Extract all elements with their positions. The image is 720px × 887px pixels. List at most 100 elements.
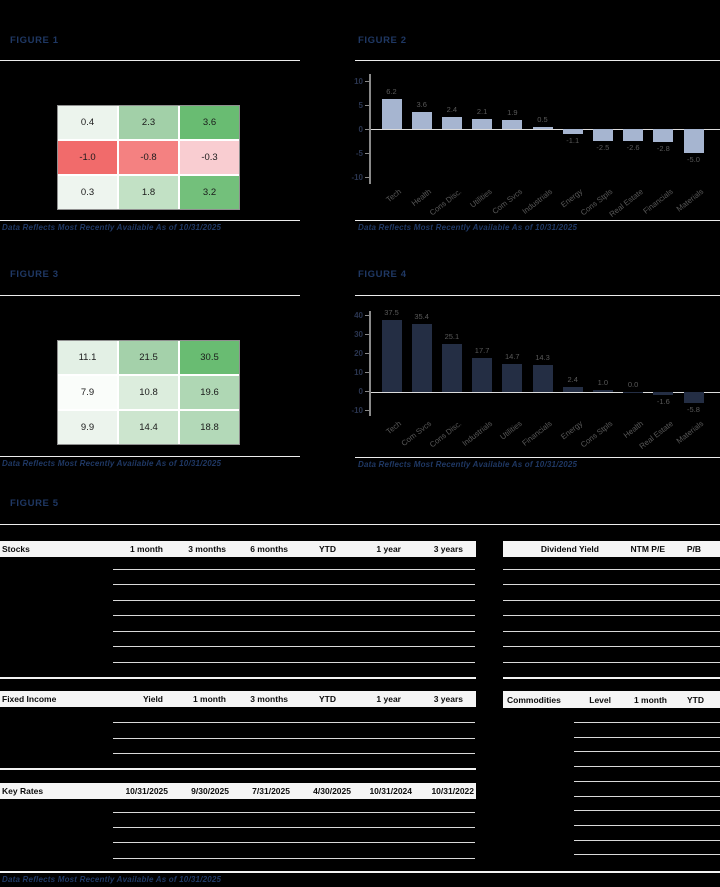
bar: [562, 129, 583, 135]
figure4-caption: Data Reflects Most Recently Available As…: [358, 460, 578, 469]
figure3-caption: Data Reflects Most Recently Available As…: [2, 459, 222, 468]
y-tick-label: 5: [358, 100, 363, 110]
bar: [472, 358, 493, 392]
bar: [592, 389, 613, 392]
bar-value-label: 37.5: [384, 308, 399, 318]
bar-category-label: Utilities: [468, 187, 494, 210]
bar-category-label: Cons Stpls: [579, 187, 615, 218]
bar-value-label: 14.7: [504, 351, 520, 361]
bar-value-label: -1.1: [566, 136, 580, 146]
y-tick-label: 20: [354, 349, 363, 359]
bar-value-label: 6.2: [386, 87, 397, 97]
bar: [653, 391, 674, 395]
column-header: 10/31/2022: [431, 786, 474, 796]
column-header: Level: [589, 694, 611, 705]
bar: [653, 129, 674, 143]
bar-value-label: 0.0: [627, 379, 639, 389]
valuation-empty-row-line: [503, 646, 720, 648]
row-label-column-header: Stocks: [2, 544, 30, 554]
key-rates-table-header: Key Rates 10/31/2025 9/30/2025 7/31/2025 4/3…: [0, 783, 476, 799]
bar-category-label: Energy: [559, 419, 585, 442]
heatmap-cell: 11.1: [58, 341, 117, 374]
zero-baseline: [371, 391, 720, 393]
bar-category-label: Tech: [384, 187, 404, 205]
bar-value-label: 2.1: [476, 106, 488, 116]
column-header: Yield: [143, 694, 163, 704]
key-rates-empty-row-line: [113, 827, 475, 829]
column-header: 4/30/2025: [313, 786, 351, 796]
bar-category-label: Com Svcs: [399, 419, 434, 448]
heatmap-cell: -0.3: [180, 141, 239, 174]
commodities-empty-row-line: [574, 766, 720, 768]
key-rates-empty-row-line: [113, 842, 475, 844]
y-axis-tick: [365, 104, 369, 106]
figure3-title: FIGURE 3: [10, 269, 59, 280]
bar-value-label: 0.5: [537, 114, 548, 124]
stocks-empty-row-line: [113, 584, 475, 586]
bar-category-label: Utilities: [498, 419, 524, 442]
commodities-empty-row-line: [574, 751, 720, 753]
column-header: 10/31/2024: [369, 786, 412, 796]
y-tick-label: 0: [358, 387, 363, 397]
bar-value-label: -2.8: [656, 144, 670, 154]
bar-value-label: -1.6: [656, 396, 670, 406]
commodities-empty-row-line: [574, 795, 720, 797]
y-tick-label: -5: [355, 148, 363, 158]
bar: [441, 344, 462, 392]
figure4-caption-rule: [355, 457, 720, 458]
column-header: 3 months: [250, 694, 288, 704]
y-axis-tick: [365, 391, 369, 393]
stocks-table-header: Stocks 1 month 3 months 6 months YTD 1 year 3 …: [0, 541, 476, 557]
y-axis-line: [369, 311, 371, 416]
stocks-empty-row-line: [113, 599, 475, 601]
bar-category-label: Com Svcs: [490, 187, 524, 216]
valuation-empty-row-line: [503, 615, 720, 617]
y-axis-tick: [365, 80, 369, 82]
row-label-column-header: Commodities: [507, 694, 561, 705]
row-label-column-header: Fixed Income: [2, 694, 57, 704]
column-header: 1 year: [376, 544, 401, 554]
bar-value-label: -5.0: [687, 155, 700, 164]
stocks-empty-row-line: [113, 630, 475, 632]
bar: [411, 111, 432, 129]
bar: [623, 391, 644, 393]
y-axis-tick: [365, 315, 369, 317]
heatmap-cell: 10.8: [119, 376, 178, 409]
bar-category-label: Industrials: [520, 187, 555, 216]
fixed-income-empty-row-line: [113, 722, 475, 723]
y-axis-line: [369, 74, 371, 184]
valuation-table-header: Dividend Yield NTM P/E P/B: [503, 541, 720, 557]
commodities-empty-row-line: [574, 780, 720, 782]
heatmap-cell: 3.6: [180, 106, 239, 139]
fixed-income-table-bottom-divider: [0, 768, 476, 770]
y-axis-tick: [365, 176, 369, 178]
column-header: 6 months: [250, 544, 288, 554]
y-tick-label: 0: [358, 124, 363, 134]
figure1-title: FIGURE 1: [10, 35, 59, 46]
y-axis-tick: [365, 410, 369, 412]
stocks-empty-row-line: [113, 661, 475, 663]
bar: [532, 364, 553, 392]
figure1-title-rule: [0, 60, 300, 61]
heatmap-cell: 0.4: [58, 106, 117, 139]
stocks-empty-row-line: [113, 615, 475, 617]
column-header: Dividend Yield: [540, 544, 599, 554]
column-header: 3 months: [188, 544, 226, 554]
fixed-income-table-header: Fixed Income Yield 1 month 3 months YTD 1 yea…: [0, 691, 476, 707]
column-header: 10/31/2025: [125, 786, 168, 796]
heatmap-cell: 2.3: [119, 106, 178, 139]
bar-value-label: 2.4: [446, 105, 458, 115]
heatmap-cell: -0.8: [119, 141, 178, 174]
heatmap-cell: 14.4: [119, 411, 178, 444]
bar-category-label: Real Estate: [637, 419, 675, 451]
bar-value-label: -5.8: [687, 404, 700, 414]
bar: [441, 117, 462, 129]
bar: [683, 129, 704, 153]
bar-value-label: 1.9: [507, 107, 518, 117]
zero-baseline: [371, 129, 720, 130]
y-axis-tick: [365, 372, 369, 374]
bar-value-label: -2.6: [626, 143, 640, 153]
figure3-heatmap: 11.1 21.5 30.5 7.9 10.8 19.6 9.9 14.4 18.8: [57, 340, 240, 445]
figure2-title: FIGURE 2: [358, 35, 407, 46]
y-axis-tick: [365, 128, 369, 130]
